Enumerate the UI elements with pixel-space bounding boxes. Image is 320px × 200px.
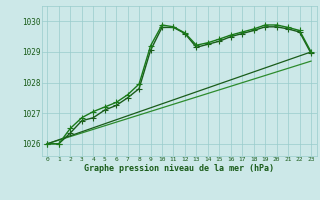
- X-axis label: Graphe pression niveau de la mer (hPa): Graphe pression niveau de la mer (hPa): [84, 164, 274, 173]
